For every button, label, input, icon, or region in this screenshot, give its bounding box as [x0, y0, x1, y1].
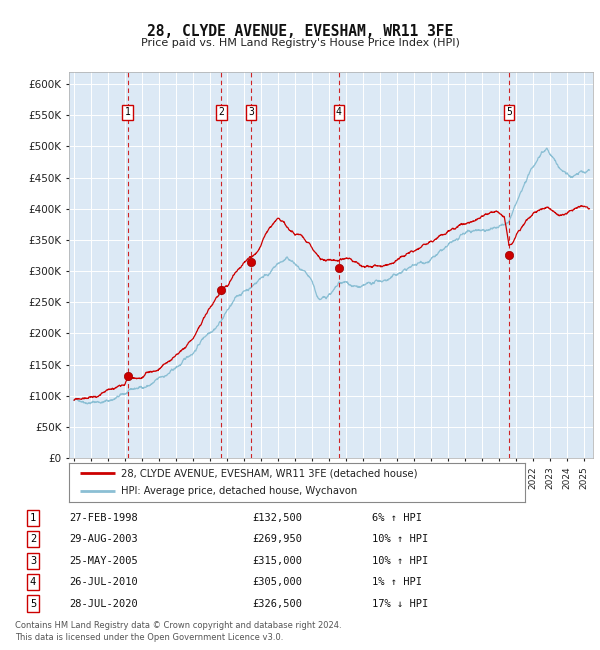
- Text: 1: 1: [30, 513, 36, 523]
- Text: 2: 2: [218, 107, 224, 117]
- Text: 3: 3: [30, 556, 36, 566]
- Text: £132,500: £132,500: [252, 513, 302, 523]
- Text: 5: 5: [30, 599, 36, 608]
- Text: Contains HM Land Registry data © Crown copyright and database right 2024.
This d: Contains HM Land Registry data © Crown c…: [15, 621, 341, 642]
- Text: 10% ↑ HPI: 10% ↑ HPI: [372, 534, 428, 544]
- Text: 10% ↑ HPI: 10% ↑ HPI: [372, 556, 428, 566]
- Text: 5: 5: [506, 107, 512, 117]
- Text: 29-AUG-2003: 29-AUG-2003: [69, 534, 138, 544]
- Text: 26-JUL-2010: 26-JUL-2010: [69, 577, 138, 587]
- Text: 4: 4: [30, 577, 36, 587]
- Text: 28-JUL-2020: 28-JUL-2020: [69, 599, 138, 608]
- Text: 27-FEB-1998: 27-FEB-1998: [69, 513, 138, 523]
- Text: £315,000: £315,000: [252, 556, 302, 566]
- Text: 25-MAY-2005: 25-MAY-2005: [69, 556, 138, 566]
- Text: 17% ↓ HPI: 17% ↓ HPI: [372, 599, 428, 608]
- Text: £326,500: £326,500: [252, 599, 302, 608]
- Text: £269,950: £269,950: [252, 534, 302, 544]
- Text: 28, CLYDE AVENUE, EVESHAM, WR11 3FE (detached house): 28, CLYDE AVENUE, EVESHAM, WR11 3FE (det…: [121, 469, 418, 478]
- Text: Price paid vs. HM Land Registry's House Price Index (HPI): Price paid vs. HM Land Registry's House …: [140, 38, 460, 47]
- Text: 2: 2: [30, 534, 36, 544]
- Text: HPI: Average price, detached house, Wychavon: HPI: Average price, detached house, Wych…: [121, 486, 358, 496]
- Text: 1% ↑ HPI: 1% ↑ HPI: [372, 577, 422, 587]
- Text: 4: 4: [336, 107, 342, 117]
- Text: £305,000: £305,000: [252, 577, 302, 587]
- Text: 6% ↑ HPI: 6% ↑ HPI: [372, 513, 422, 523]
- Text: 3: 3: [248, 107, 254, 117]
- Text: 28, CLYDE AVENUE, EVESHAM, WR11 3FE: 28, CLYDE AVENUE, EVESHAM, WR11 3FE: [147, 24, 453, 39]
- Text: 1: 1: [125, 107, 131, 117]
